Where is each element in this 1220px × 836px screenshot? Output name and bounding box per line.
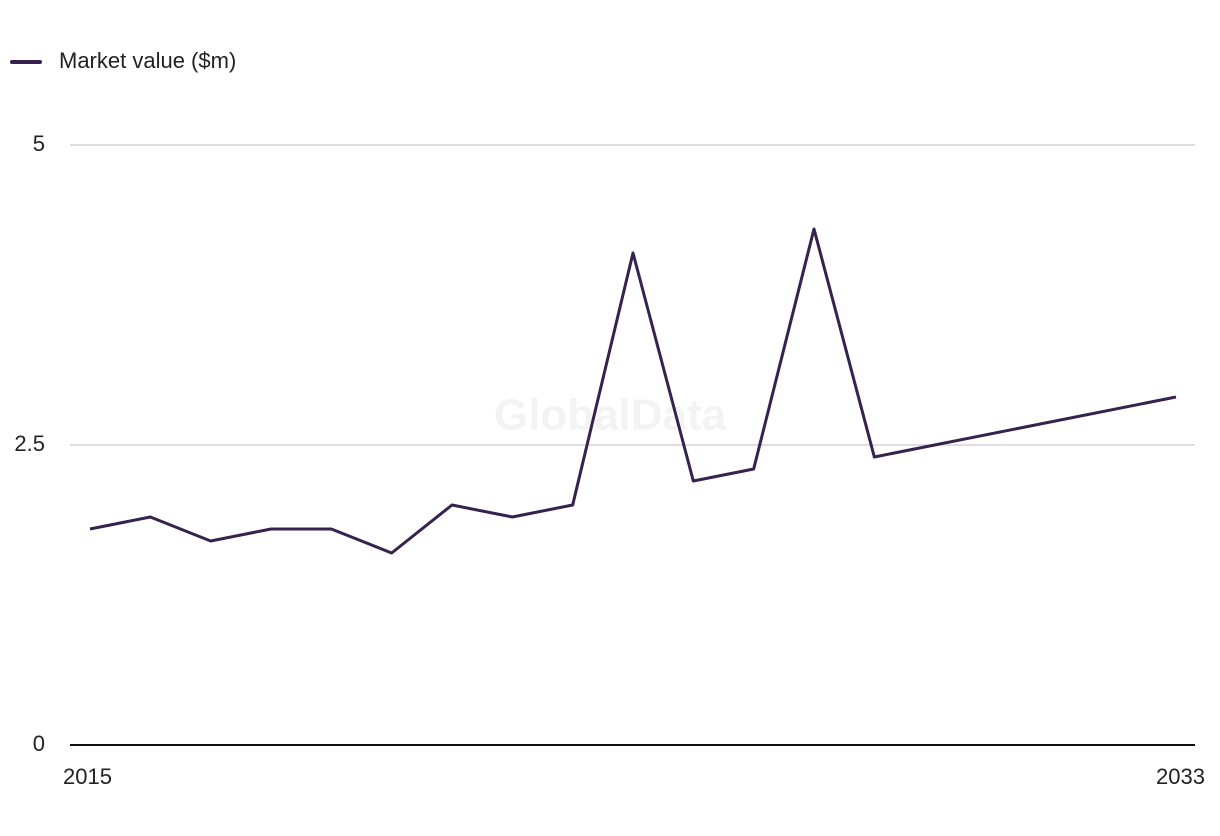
y-tick-label: 2.5 xyxy=(14,431,45,456)
y-tick-label: 5 xyxy=(33,131,45,156)
line xyxy=(89,227,1177,555)
watermark: GlobalData xyxy=(494,391,727,440)
x-tick-label: 2015 xyxy=(63,764,112,789)
legend-label: Market value ($m) xyxy=(59,48,236,73)
y-tick-label: 0 xyxy=(33,731,45,756)
x-tick-label: 2033 xyxy=(1156,764,1205,789)
